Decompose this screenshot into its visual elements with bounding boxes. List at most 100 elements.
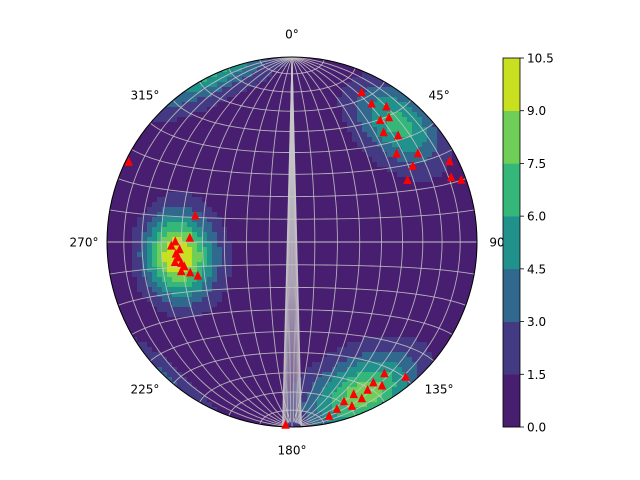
density-cell bbox=[307, 157, 313, 163]
density-cell bbox=[372, 387, 378, 393]
density-cell bbox=[307, 202, 313, 208]
density-cell bbox=[172, 142, 178, 148]
density-cell bbox=[337, 317, 343, 323]
density-cell bbox=[302, 237, 308, 243]
density-cell bbox=[302, 407, 308, 413]
density-cell bbox=[157, 327, 163, 333]
density-cell bbox=[167, 317, 173, 323]
density-cell bbox=[162, 242, 168, 248]
density-cell bbox=[452, 172, 458, 178]
density-cell bbox=[412, 372, 418, 378]
pole-marker bbox=[167, 240, 176, 250]
density-cell bbox=[237, 392, 243, 398]
density-cell bbox=[367, 412, 373, 418]
density-cell bbox=[297, 167, 303, 173]
density-cell bbox=[157, 317, 163, 323]
density-cell bbox=[392, 382, 398, 388]
density-cell bbox=[362, 187, 368, 193]
density-cell bbox=[307, 217, 313, 223]
density-cell bbox=[452, 187, 458, 193]
density-cell bbox=[377, 87, 383, 93]
density-cell bbox=[282, 292, 288, 298]
density-cell bbox=[357, 267, 363, 273]
density-cell bbox=[182, 362, 188, 368]
density-cell bbox=[437, 347, 443, 353]
density-cell bbox=[382, 257, 388, 263]
density-cell bbox=[232, 287, 238, 293]
density-cell bbox=[337, 377, 343, 383]
density-cell bbox=[277, 397, 283, 403]
density-cell bbox=[382, 217, 388, 223]
density-cell bbox=[157, 142, 163, 148]
density-cell bbox=[347, 307, 353, 313]
density-cell bbox=[297, 172, 303, 178]
density-cell bbox=[107, 237, 113, 243]
density-cell bbox=[242, 302, 248, 308]
density-cell bbox=[177, 307, 183, 313]
density-cell bbox=[217, 242, 223, 248]
density-cell bbox=[407, 102, 413, 108]
density-cell bbox=[327, 202, 333, 208]
density-cell bbox=[442, 242, 448, 248]
density-cell bbox=[232, 297, 238, 303]
density-cell bbox=[312, 302, 318, 308]
density-cell bbox=[262, 112, 268, 118]
density-cell bbox=[362, 142, 368, 148]
density-cell bbox=[412, 332, 418, 338]
density-cell bbox=[422, 232, 428, 238]
density-cell bbox=[377, 387, 383, 393]
density-cell bbox=[462, 287, 468, 293]
density-cell bbox=[397, 362, 403, 368]
density-cell bbox=[437, 172, 443, 178]
density-cell bbox=[117, 267, 123, 273]
density-cell bbox=[412, 177, 418, 183]
density-cell bbox=[162, 152, 168, 158]
density-cell bbox=[282, 187, 288, 193]
density-cell bbox=[312, 342, 318, 348]
density-cell bbox=[402, 132, 408, 138]
density-cell bbox=[272, 237, 278, 243]
density-cell bbox=[312, 377, 318, 383]
density-cell bbox=[227, 392, 233, 398]
density-cell bbox=[407, 292, 413, 298]
density-cell bbox=[392, 367, 398, 373]
density-cell bbox=[352, 72, 358, 78]
density-cell bbox=[177, 227, 183, 233]
density-cell bbox=[327, 92, 333, 98]
density-cell bbox=[372, 282, 378, 288]
density-cell bbox=[397, 122, 403, 128]
density-cell bbox=[377, 172, 383, 178]
density-cell bbox=[197, 322, 203, 328]
density-cell bbox=[352, 217, 358, 223]
density-cell bbox=[377, 382, 383, 388]
density-cell bbox=[312, 397, 318, 403]
density-cell bbox=[142, 202, 148, 208]
density-cell bbox=[422, 237, 428, 243]
density-cell bbox=[172, 287, 178, 293]
density-cell bbox=[142, 282, 148, 288]
density-cell bbox=[167, 127, 173, 133]
density-cell bbox=[252, 222, 258, 228]
density-cell bbox=[207, 112, 213, 118]
density-cell bbox=[317, 362, 323, 368]
density-cell bbox=[307, 187, 313, 193]
density-cell bbox=[342, 112, 348, 118]
density-cell bbox=[187, 122, 193, 128]
density-cell bbox=[257, 162, 263, 168]
density-cell bbox=[402, 142, 408, 148]
density-cell bbox=[317, 222, 323, 228]
density-cell bbox=[192, 97, 198, 103]
density-cell bbox=[152, 237, 158, 243]
density-cell bbox=[232, 337, 238, 343]
density-cell bbox=[347, 107, 353, 113]
density-cell bbox=[162, 222, 168, 228]
density-cell bbox=[137, 192, 143, 198]
density-cell bbox=[272, 312, 278, 318]
density-cell bbox=[162, 262, 168, 268]
density-cell bbox=[397, 307, 403, 313]
density-cell bbox=[437, 232, 443, 238]
density-cell bbox=[147, 172, 153, 178]
density-cell bbox=[272, 152, 278, 158]
density-cell bbox=[272, 117, 278, 123]
density-cell bbox=[377, 72, 383, 78]
